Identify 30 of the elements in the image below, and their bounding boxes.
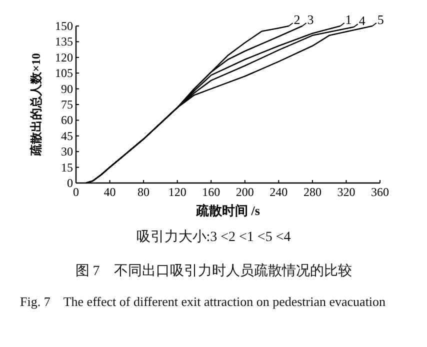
caption: 图 7 不同出口吸引力时人员疏散情况的比较 xyxy=(74,262,353,280)
y-tick-label: 90 xyxy=(61,82,73,96)
legend-label: 5 xyxy=(377,12,384,27)
y-tick-label: 135 xyxy=(55,34,73,49)
x-tick-label: 40 xyxy=(104,185,116,199)
legend-label: 4 xyxy=(358,13,366,28)
y-tick-label: 30 xyxy=(61,144,73,159)
x-tick-label: 240 xyxy=(270,185,288,199)
text: 吸引力大小:3 <2 <1 <5 <4 xyxy=(135,228,292,246)
y-tick-label: 105 xyxy=(55,66,73,80)
legend-label: 1 xyxy=(345,12,352,27)
y-tick-label: 150 xyxy=(55,19,73,33)
y-tick-label: 0 xyxy=(67,176,73,190)
x-tick-label: 360 xyxy=(371,185,389,199)
y-tick-label: 75 xyxy=(61,98,73,112)
y-tick-label: 15 xyxy=(61,160,73,174)
x-tick-label: 80 xyxy=(138,185,150,199)
x-tick-label: 200 xyxy=(236,185,254,199)
y-axis-title: 疏散出的总人数×10 xyxy=(29,53,43,157)
legend-label: 3 xyxy=(307,12,314,27)
caption: Fig. 7 The effect of different exit attraction on pedestrian evacuation xyxy=(20,293,387,311)
x-tick-label: 160 xyxy=(202,185,220,199)
y-tick-label: 120 xyxy=(55,50,73,64)
y-tick-label: 45 xyxy=(61,128,73,143)
x-tick-label: 280 xyxy=(303,185,322,199)
x-tick-label: 120 xyxy=(168,185,186,199)
y-tick-label: 60 xyxy=(61,113,73,128)
x-tick-label: 320 xyxy=(337,185,356,199)
x-axis-title: 疏散时间 /s xyxy=(195,203,260,218)
legend-label: 2 xyxy=(294,12,300,27)
